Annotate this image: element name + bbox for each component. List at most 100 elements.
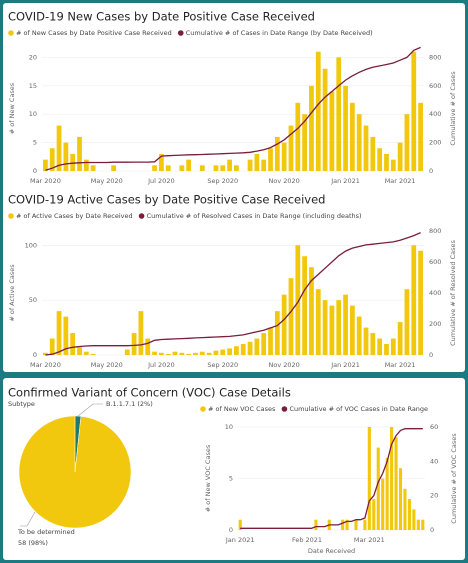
y-axis-title: # of New Cases	[8, 82, 16, 134]
leader-line	[77, 403, 103, 417]
y2-tick-label: 0	[429, 351, 433, 359]
bar	[247, 341, 253, 355]
bar	[227, 159, 232, 171]
bar	[220, 165, 226, 171]
bar	[158, 153, 164, 171]
bar	[172, 351, 178, 355]
chart-subtitle: Subtype	[8, 400, 35, 408]
legend-marker	[177, 30, 184, 36]
bar	[193, 352, 198, 355]
y2-tick-label: 200	[429, 320, 441, 328]
bar	[131, 333, 137, 355]
y2-tick-label: 0	[430, 526, 434, 534]
bar	[384, 344, 389, 355]
x-tick-label: Mar 2021	[354, 536, 385, 544]
slice-category: To be determined	[17, 528, 75, 536]
chart-title: Confirmed Variant of Concern (VOC) Case …	[8, 386, 291, 400]
x-tick-label: Feb 2021	[292, 536, 322, 544]
bar	[49, 148, 55, 171]
cumulative-line	[240, 428, 423, 529]
y-tick-label: 20	[29, 53, 37, 61]
y2-tick-label: 600	[429, 258, 441, 266]
bar	[56, 311, 62, 355]
bar	[302, 256, 308, 355]
bar	[213, 350, 219, 355]
y2-axis-title: Cumulative # of Resolved Cases	[449, 240, 457, 346]
bar	[404, 289, 410, 355]
cumulative-line	[45, 46, 421, 171]
bar	[281, 142, 287, 171]
y-tick-label: 0	[229, 526, 233, 534]
legend-marker	[8, 30, 14, 36]
x-tick-label: Nov 2020	[269, 177, 300, 185]
bar	[370, 333, 376, 355]
bar	[343, 294, 348, 355]
bar	[90, 165, 96, 171]
bar	[111, 165, 117, 171]
bar	[329, 91, 335, 171]
bar	[349, 102, 355, 171]
bar	[398, 468, 403, 530]
bar	[390, 427, 394, 530]
bar	[322, 300, 328, 355]
bar	[268, 327, 273, 355]
legend-marker	[8, 213, 14, 219]
bar	[363, 125, 369, 171]
top-panel	[3, 3, 465, 372]
bar	[56, 125, 62, 171]
x-tick-label: Mar 2020	[30, 177, 61, 185]
bar	[356, 114, 362, 171]
y-tick-label: 5	[229, 475, 233, 483]
x-tick-label: Jan 2021	[225, 536, 255, 544]
bar	[49, 338, 55, 355]
bar	[412, 509, 416, 530]
bar	[363, 519, 367, 530]
y2-tick-label: 200	[429, 139, 441, 147]
x-tick-label: Jan 2021	[330, 361, 360, 369]
bar	[322, 68, 328, 171]
bar	[234, 346, 239, 355]
bar	[247, 159, 253, 171]
bar	[377, 148, 383, 171]
y2-axis-title: Cumulative # of VOC Cases	[450, 433, 458, 524]
x-axis-title: Date Received	[308, 547, 355, 555]
y-tick-label: 100	[25, 241, 37, 249]
bar	[179, 352, 185, 355]
bar	[199, 165, 205, 171]
bar	[261, 159, 267, 171]
bar	[227, 348, 232, 355]
slice-label: B.1.1.7.1 (2%)	[106, 400, 153, 408]
bar	[261, 333, 267, 355]
slice-value: (2%)	[137, 400, 152, 408]
bar	[407, 499, 411, 530]
x-tick-label: Jul 2020	[147, 177, 174, 185]
bar	[349, 305, 355, 355]
y-tick-label: 15	[29, 82, 37, 90]
bar	[329, 305, 335, 355]
y-tick-label: 0	[33, 351, 37, 359]
bar	[314, 519, 318, 530]
bar	[370, 136, 376, 171]
x-tick-label: Mar 2021	[385, 177, 416, 185]
bar	[384, 153, 389, 171]
y2-tick-label: 800	[429, 53, 441, 61]
y-axis-title: # of New VOC Cases	[204, 444, 212, 512]
bar	[288, 125, 294, 171]
bar	[397, 322, 403, 355]
bar	[295, 102, 301, 171]
bar	[206, 352, 212, 355]
bar	[315, 51, 321, 171]
legend-marker	[200, 406, 206, 412]
bar	[70, 333, 76, 355]
bar	[165, 353, 171, 355]
y2-tick-label: 600	[429, 82, 441, 90]
bar	[309, 85, 314, 171]
bar	[145, 338, 151, 355]
pie-slice	[18, 415, 132, 529]
y2-tick-label: 400	[429, 110, 441, 118]
legend-label: Cumulative # of Resolved Cases in Date R…	[147, 212, 362, 220]
y-tick-label: 50	[29, 296, 37, 304]
x-tick-label: Jul 2020	[147, 361, 174, 369]
bar	[377, 338, 383, 355]
